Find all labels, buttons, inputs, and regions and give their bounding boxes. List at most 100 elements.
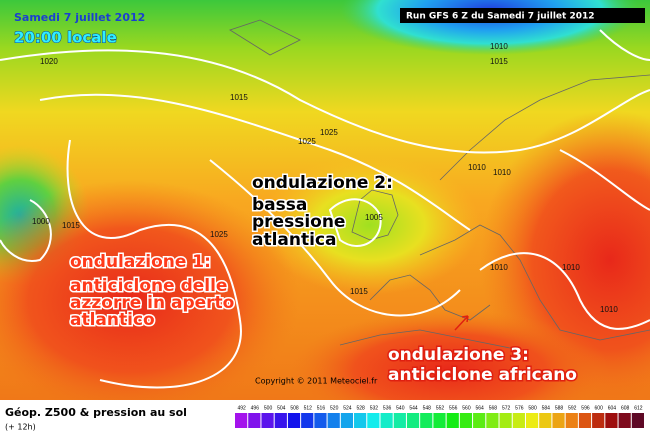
scale-label: 596 xyxy=(581,405,590,411)
scale-label: 548 xyxy=(423,405,432,411)
isobar-label: 1010 xyxy=(490,263,508,272)
scale-label: 592 xyxy=(568,405,577,411)
scale-swatch xyxy=(565,413,578,428)
scale-label: 576 xyxy=(515,405,524,411)
scale-swatch xyxy=(393,413,406,428)
isobar-label: 1025 xyxy=(298,137,316,146)
annotation: azzorre in aperto xyxy=(70,293,234,313)
run-box xyxy=(400,8,645,23)
scale-swatch xyxy=(301,413,314,428)
scale-label: 524 xyxy=(343,405,352,411)
arrow xyxy=(454,315,469,331)
isobar-label: 1005 xyxy=(365,213,383,222)
scale-label: 580 xyxy=(528,405,537,411)
scale-swatch xyxy=(354,413,367,428)
scale-swatch xyxy=(459,413,473,428)
scale-swatch xyxy=(512,413,525,428)
annotation: anticiclone delle xyxy=(70,276,227,296)
scale-swatch xyxy=(499,413,512,428)
scale-swatch xyxy=(287,413,301,428)
scale-swatch xyxy=(248,413,261,428)
scale-swatch xyxy=(340,413,354,428)
scale-label: 528 xyxy=(356,405,365,411)
isobar-label: 1010 xyxy=(468,163,486,172)
scale-label: 588 xyxy=(555,405,564,411)
scale-label: 604 xyxy=(608,405,617,411)
scale-label: 516 xyxy=(317,405,326,411)
scale-swatch xyxy=(327,413,340,428)
scale-label: 492 xyxy=(237,405,246,411)
scale-label: 612 xyxy=(634,405,643,411)
date-label: Samedi 7 juillet 2012 xyxy=(14,11,145,24)
scale-swatch xyxy=(367,413,380,428)
time-label: 20:00 locale xyxy=(14,29,117,47)
run-label: Run GFS 6 Z du Samedi 7 juillet 2012 xyxy=(406,12,595,22)
annotation: atlantica xyxy=(252,230,337,250)
annotation: ondulazione 2: xyxy=(252,173,393,193)
isobar-label: 1000 xyxy=(32,217,50,226)
legend-subtitle: (+ 12h) xyxy=(5,423,36,432)
scale-swatch xyxy=(618,413,631,428)
scale-swatch xyxy=(261,413,274,428)
annotation: ondulazione 1: xyxy=(70,252,211,272)
scale-label: 512 xyxy=(304,405,313,411)
scale-label: 520 xyxy=(330,405,339,411)
scale-swatch xyxy=(631,413,644,428)
legend-title: Géop. Z500 & pression au sol xyxy=(5,406,187,419)
scale-swatch xyxy=(486,413,499,428)
isobar-label: 1020 xyxy=(40,57,58,66)
annotation: atlantico xyxy=(70,310,155,330)
scale-label: 532 xyxy=(370,405,379,411)
coastlines xyxy=(229,19,650,351)
isobar-label: 1015 xyxy=(490,57,508,66)
scale-label: 564 xyxy=(476,405,485,411)
scale-label: 540 xyxy=(396,405,405,411)
scale-swatch xyxy=(473,413,486,428)
scale-label: 496 xyxy=(251,405,260,411)
scale-swatch xyxy=(552,413,565,428)
isobar-label: 1010 xyxy=(493,168,511,177)
scale-label: 556 xyxy=(449,405,458,411)
scale-swatch xyxy=(605,413,618,428)
isobar-label: 1010 xyxy=(600,305,618,314)
scale-swatch xyxy=(592,413,605,428)
scale-label: 536 xyxy=(383,405,392,411)
annotation: anticiclone africano xyxy=(388,365,577,385)
scale-label: 544 xyxy=(409,405,418,411)
annotation: pressione xyxy=(252,212,345,232)
scale-label: 552 xyxy=(436,405,445,411)
scale-swatch xyxy=(578,413,592,428)
scale-swatch xyxy=(539,413,552,428)
scale-swatch xyxy=(420,413,433,428)
scale-swatch xyxy=(235,413,248,428)
copyright: Copyright © 2011 Meteociel.fr xyxy=(255,377,378,386)
scale-label: 572 xyxy=(502,405,511,411)
scale-label: 600 xyxy=(595,405,604,411)
scale-label: 560 xyxy=(462,405,471,411)
scale-label: 500 xyxy=(264,405,273,411)
isobar-label: 1015 xyxy=(230,93,248,102)
scale-label: 508 xyxy=(290,405,299,411)
scale-swatch xyxy=(380,413,393,428)
scale-label: 504 xyxy=(277,405,286,411)
annotation: bassa xyxy=(252,195,307,215)
scale-swatch xyxy=(446,413,459,428)
scale-swatch xyxy=(314,413,327,428)
isobar-label: 1010 xyxy=(562,263,580,272)
isobar-label: 1025 xyxy=(210,230,228,239)
scale-swatch xyxy=(433,413,446,428)
scale-swatch xyxy=(525,413,539,428)
isobars xyxy=(0,29,650,389)
isobar-label: 1015 xyxy=(350,287,368,296)
annotation: ondulazione 3: xyxy=(388,345,529,365)
scale-swatch xyxy=(406,413,420,428)
isobar-label: 1010 xyxy=(490,42,508,51)
scale-swatch xyxy=(274,413,287,428)
scale-label: 568 xyxy=(489,405,498,411)
isobar-label: 1025 xyxy=(320,128,338,137)
isobar-label: 1015 xyxy=(62,221,80,230)
scale-label: 608 xyxy=(621,405,630,411)
scale-label: 584 xyxy=(542,405,551,411)
